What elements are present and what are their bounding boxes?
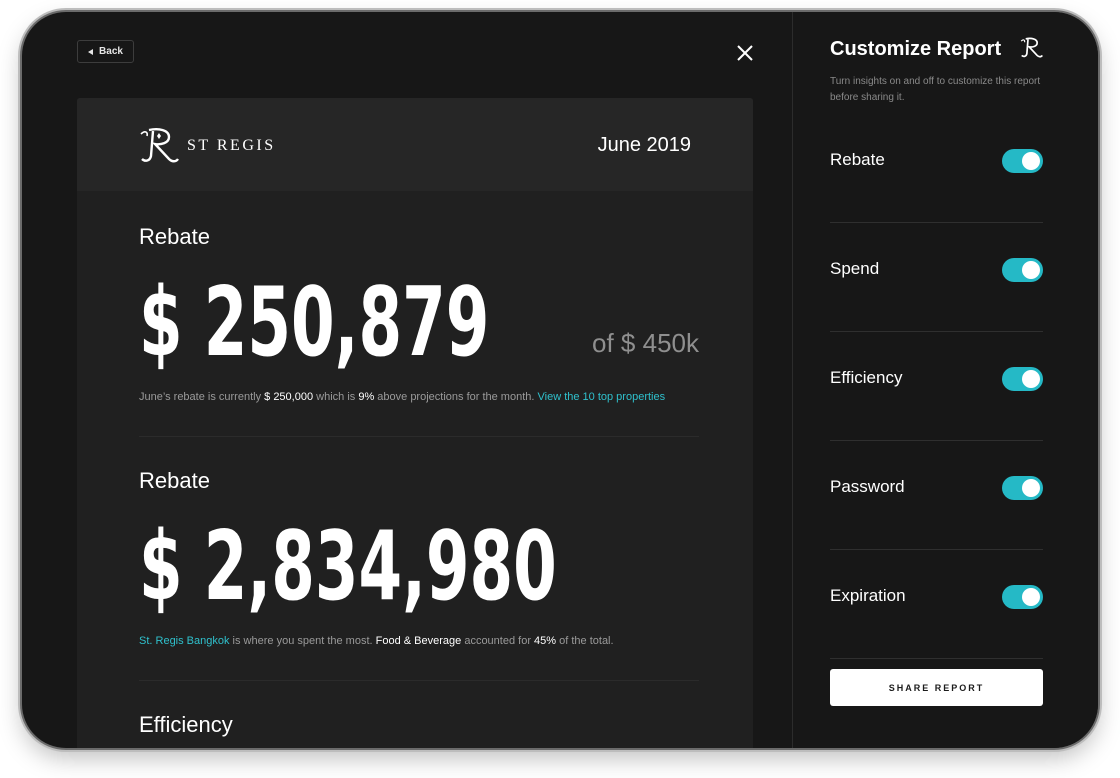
report-header: ST REGIS June 2019 <box>77 98 753 191</box>
expiration-toggle[interactable] <box>1002 585 1043 609</box>
toggle-label: Password <box>830 477 905 496</box>
toggle-label: Expiration <box>830 586 906 605</box>
back-label: Back <box>99 46 123 57</box>
rebate-toggle[interactable] <box>1002 149 1043 173</box>
section-title: Rebate <box>139 468 210 493</box>
password-toggle[interactable] <box>1002 476 1043 500</box>
toggle-label: Rebate <box>830 150 885 169</box>
section-title: Efficiency <box>139 712 233 737</box>
note-text: June’s rebate is currently <box>139 391 265 403</box>
section-divider <box>139 436 699 437</box>
note-text: above projections for the month. <box>374 391 538 403</box>
note-value: $ 250,000 <box>264 391 314 403</box>
toggle-row-expiration: Expiration <box>830 550 1043 659</box>
share-report-button[interactable]: SHARE REPORT <box>830 669 1043 706</box>
currency-symbol: $ <box>139 268 183 378</box>
brand-logo: ST REGIS <box>139 126 276 166</box>
back-arrow-icon <box>88 48 94 55</box>
st-regis-monogram-icon <box>1020 37 1043 58</box>
toggle-row-rebate: Rebate <box>830 114 1043 223</box>
tablet-frame: Back ST REGIS June 2019 Rebate $250,879 <box>22 12 1098 748</box>
note-value: 9% <box>358 391 375 403</box>
spend-amount: $2,834,980 <box>139 520 557 615</box>
toggle-row-efficiency: Efficiency <box>830 332 1043 441</box>
note-text: is where you spent the most. <box>229 635 376 647</box>
brand-name: ST REGIS <box>187 137 276 154</box>
toggle-knob <box>1022 152 1040 170</box>
toggle-row-spend: Spend <box>830 223 1043 332</box>
note-value: 45% <box>534 635 557 647</box>
back-button[interactable]: Back <box>77 40 134 63</box>
panel-title: Customize Report <box>830 38 1002 60</box>
toggle-knob <box>1022 261 1040 279</box>
rebate-amount: $250,879 <box>139 276 489 371</box>
top-properties-link[interactable]: View the 10 top properties <box>537 391 666 403</box>
note-text: accounted for <box>461 635 535 647</box>
note-value: Food & Beverage <box>375 635 462 647</box>
rebate-target: of $ 450k <box>592 328 699 358</box>
toggle-knob <box>1022 479 1040 497</box>
report-date: June 2019 <box>597 134 691 156</box>
st-regis-logo-icon <box>140 128 179 163</box>
property-link[interactable]: St. Regis Bangkok <box>139 635 230 647</box>
toggle-knob <box>1022 370 1040 388</box>
toggle-label: Spend <box>830 259 880 278</box>
spend-note: St. Regis Bangkok is where you spent the… <box>139 635 614 647</box>
panel-subtitle: Turn insights on and off to customize th… <box>830 76 1041 103</box>
section-divider <box>139 680 699 681</box>
toggle-knob <box>1022 588 1040 606</box>
close-icon[interactable] <box>734 42 756 64</box>
customize-panel: Customize Report Turn insights on and of… <box>792 12 1098 748</box>
report-card: ST REGIS June 2019 Rebate $250,879 of $ … <box>77 98 753 748</box>
spend-toggle[interactable] <box>1002 258 1043 282</box>
note-text: which is <box>313 391 359 403</box>
amount-value: 250,879 <box>203 268 490 378</box>
note-text: of the total. <box>556 635 614 647</box>
currency-symbol: $ <box>139 512 183 622</box>
amount-value: 2,834,980 <box>203 512 557 622</box>
toggle-label: Efficiency <box>830 368 903 387</box>
rebate-note: June’s rebate is currently $ 250,000 whi… <box>139 391 665 403</box>
efficiency-toggle[interactable] <box>1002 367 1043 391</box>
toggle-row-password: Password <box>830 441 1043 550</box>
section-title: Rebate <box>139 224 210 249</box>
